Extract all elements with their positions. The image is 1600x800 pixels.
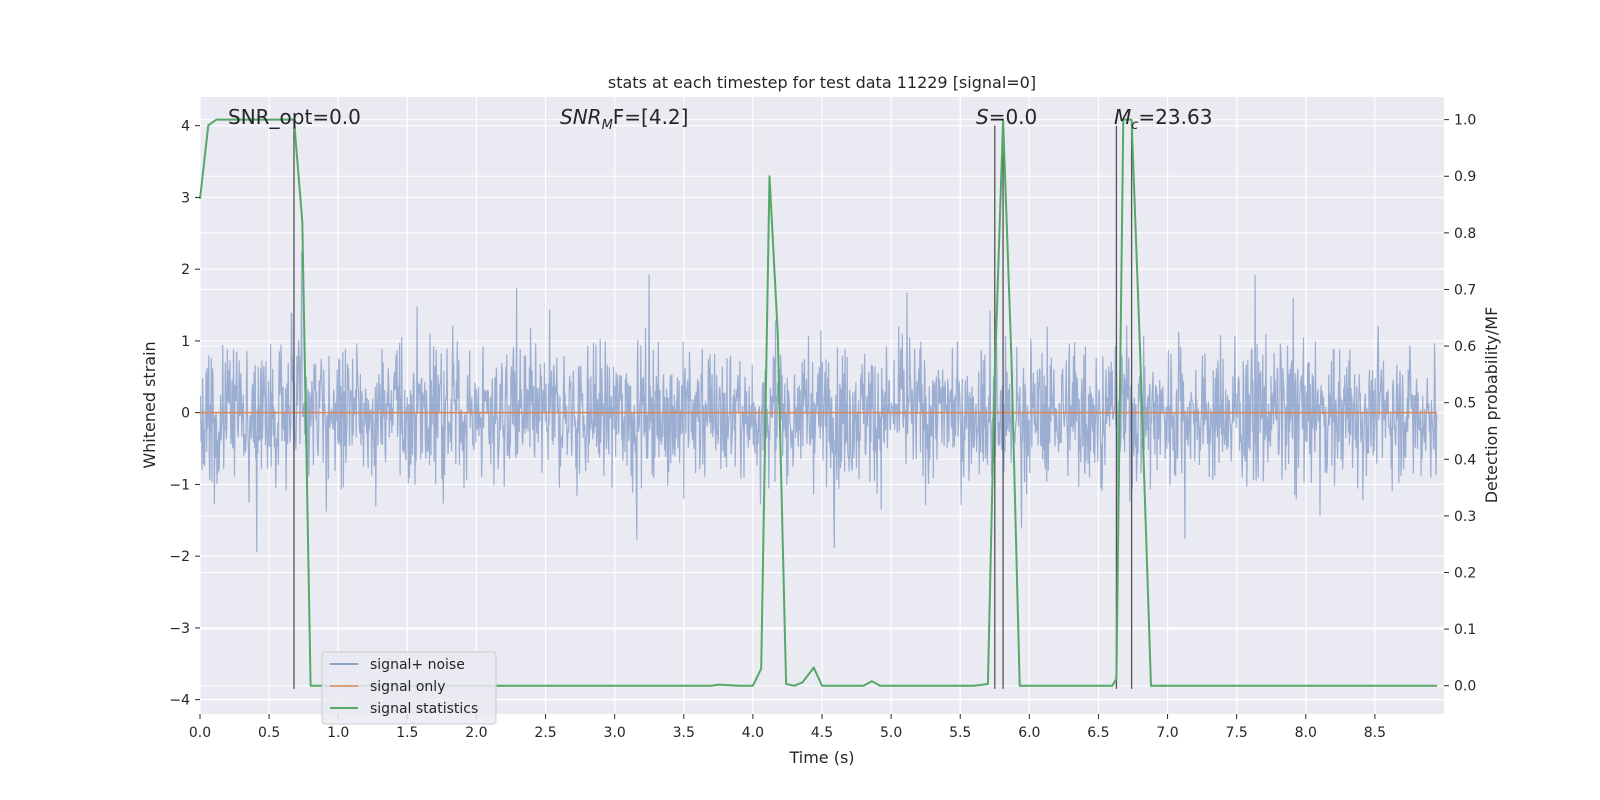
y-tick-left-label: 1 bbox=[181, 334, 190, 350]
legend-label-signal-noise: signal+ noise bbox=[370, 657, 465, 673]
x-tick-label: 4.5 bbox=[811, 725, 833, 741]
y-tick-right-label: 0.8 bbox=[1454, 226, 1476, 242]
snr-mf-subscript: M bbox=[602, 118, 613, 133]
y-tick-right-label: 1.0 bbox=[1454, 113, 1476, 129]
y-tick-right-label: 0.5 bbox=[1454, 396, 1476, 412]
y-tick-left-label: 2 bbox=[181, 262, 190, 278]
signal-noise-line bbox=[199, 251, 1438, 552]
x-tick-label: 8.5 bbox=[1364, 725, 1386, 741]
x-tick-label: 8.0 bbox=[1295, 725, 1317, 741]
legend: signal+ noise signal only signal statist… bbox=[321, 651, 497, 725]
y-axis-right-label: Detection probability/MF bbox=[1482, 307, 1501, 504]
snr-opt-annotation: SNR_opt=0.0 bbox=[228, 105, 361, 129]
y-tick-right-label: 0.3 bbox=[1454, 509, 1476, 525]
x-tick-label: 2.5 bbox=[534, 725, 556, 741]
mc-subscript: c bbox=[1131, 118, 1138, 133]
mc-prefix: M bbox=[1114, 105, 1131, 129]
y-tick-right-label: 0.9 bbox=[1454, 169, 1476, 185]
y-tick-left-label: −1 bbox=[169, 477, 190, 493]
signal-statistics-line bbox=[199, 118, 1438, 687]
legend-label-signal-only: signal only bbox=[370, 679, 445, 695]
x-tick-label: 4.0 bbox=[742, 725, 764, 741]
y-tick-left-label: −3 bbox=[169, 621, 190, 637]
mc-annotation: Mc=23.63 bbox=[1114, 105, 1212, 133]
snr-mf-prefix: SNR bbox=[560, 105, 602, 129]
legend-box bbox=[321, 651, 497, 725]
x-tick-label: 0.5 bbox=[258, 725, 280, 741]
x-tick-label: 6.0 bbox=[1018, 725, 1040, 741]
snr-mf-annotation: SNRMF=[4.2] bbox=[560, 105, 688, 133]
y-tick-right-label: 0.2 bbox=[1454, 565, 1476, 581]
x-tick-label: 3.0 bbox=[604, 725, 626, 741]
x-axis-label: Time (s) bbox=[788, 748, 854, 767]
y-tick-right-label: 0.4 bbox=[1454, 452, 1476, 468]
x-tick-label: 2.0 bbox=[465, 725, 487, 741]
signal-statistics-series bbox=[199, 118, 1438, 687]
s-suffix: =0.0 bbox=[989, 105, 1038, 129]
y-tick-left-label: −2 bbox=[169, 549, 190, 565]
mc-suffix: =23.63 bbox=[1138, 105, 1212, 129]
x-tick-label: 1.0 bbox=[327, 725, 349, 741]
x-tick-label: 7.0 bbox=[1156, 725, 1178, 741]
y-tick-right-label: 0.6 bbox=[1454, 339, 1476, 355]
chart-title: stats at each timestep for test data 112… bbox=[608, 73, 1036, 92]
signal-noise-series bbox=[199, 251, 1438, 552]
y-tick-left-label: 0 bbox=[181, 406, 190, 422]
y-axis-left-label: Whitened strain bbox=[140, 341, 159, 468]
y-tick-left-label: 3 bbox=[181, 190, 190, 206]
s-prefix: S bbox=[976, 105, 989, 129]
snr-mf-suffix: F=[4.2] bbox=[613, 105, 689, 129]
y-tick-left-label: 4 bbox=[181, 119, 190, 135]
y-tick-right-label: 0.1 bbox=[1454, 622, 1476, 638]
x-tick-label: 1.5 bbox=[396, 725, 418, 741]
x-tick-label: 5.5 bbox=[949, 725, 971, 741]
x-tick-label: 0.0 bbox=[189, 725, 211, 741]
y-tick-right-label: 0.0 bbox=[1454, 679, 1476, 695]
y-tick-right-label: 0.7 bbox=[1454, 282, 1476, 298]
legend-label-signal-statistics: signal statistics bbox=[370, 701, 478, 717]
x-tick-label: 5.0 bbox=[880, 725, 902, 741]
x-tick-label: 6.5 bbox=[1087, 725, 1109, 741]
x-tick-label: 7.5 bbox=[1226, 725, 1248, 741]
y-tick-left-label: −4 bbox=[169, 693, 190, 709]
x-tick-label: 3.5 bbox=[673, 725, 695, 741]
axis-ticks: 0.0 0.5 1.0 1.5 2.0 2.5 3.0 3.5 4.0 4.5 5.0 5.5 6.0 6… bbox=[169, 113, 1476, 741]
s-annotation: S=0.0 bbox=[976, 105, 1037, 129]
